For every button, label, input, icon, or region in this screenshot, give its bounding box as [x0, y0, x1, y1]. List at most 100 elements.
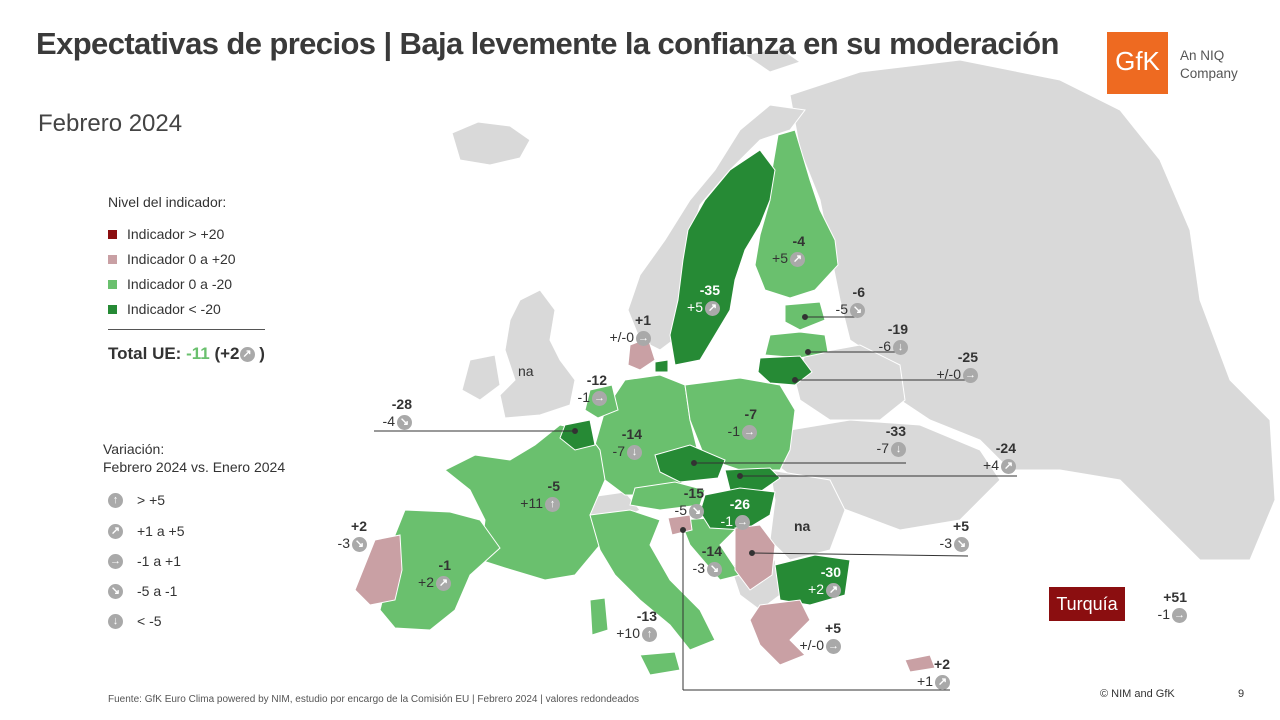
leader-line-slovenia [751, 552, 969, 557]
country-label-poland: -7 -1 → [727, 406, 757, 440]
poland-shape [684, 377, 796, 471]
cyprus-shape [904, 654, 936, 673]
legend-item-below-20: Indicador < -20 [108, 301, 221, 317]
leader-dot-slovenia [749, 550, 755, 556]
svalbard-shape [743, 47, 802, 73]
legend-swatch [108, 304, 117, 314]
source-footer: Fuente: GfK Euro Clima powered by NIM, e… [108, 694, 640, 705]
variation-item-down: ↓ < -5 [108, 613, 162, 629]
iceland-shape [451, 121, 531, 166]
country-label-spain: -1 +2 ↗ [418, 557, 451, 591]
arrow-up-right-icon: ↗ [705, 300, 720, 316]
legend-title: Nivel del indicador: [108, 194, 227, 210]
belgium-shape [559, 419, 596, 451]
arrow-down-right-icon: ↘ [689, 503, 704, 519]
denmark-small-island [654, 359, 669, 373]
arrow-right-icon: → [1172, 607, 1187, 623]
country-label-germany: -14 -7 ↓ [612, 426, 642, 460]
country-label-croatia: -14 -3 ↘ [692, 543, 722, 577]
legend-swatch [108, 229, 117, 239]
arrow-up-right-icon: ↗ [935, 674, 950, 690]
legend-divider [108, 329, 265, 330]
sicily-shape [639, 651, 681, 676]
czechia-shape [654, 444, 726, 483]
copyright: © NIM and GfK [1100, 688, 1175, 700]
arrow-right-icon: → [826, 638, 841, 654]
legend-item-neg-0-20: Indicador 0 a -20 [108, 276, 232, 292]
country-label-estonia: -6 -5 ↘ [835, 284, 865, 318]
country-label-latvia: -19 -6 ↓ [878, 321, 908, 355]
country-label-slovenia: +5 -3 ↘ [939, 518, 969, 552]
romania-serbia-rose-shape [734, 524, 776, 591]
total-eu-value: -11 [186, 344, 210, 363]
legend-swatch [108, 279, 117, 289]
arrow-right-icon: → [963, 367, 978, 383]
arrow-up-right-icon: ↗ [826, 582, 841, 598]
slovakia-shape [724, 467, 781, 493]
turkey-badge: Turquía [1049, 587, 1125, 621]
lithuania-shape [757, 355, 813, 386]
country-label-hungary: -26 -1 → [720, 496, 750, 530]
country-label-italy: -13 +10 ↑ [616, 608, 657, 642]
country-label-lithuania: -25 +/-0 → [936, 349, 978, 383]
legend-swatch [108, 254, 117, 264]
arrow-down-right-icon: ↘ [954, 536, 969, 552]
arrow-up-right-icon: ↗ [1001, 458, 1016, 474]
arrow-down-right-icon: ↘ [352, 536, 367, 552]
arrow-down-icon: ↓ [627, 444, 642, 460]
country-label-cyprus: +2 +1 ↗ [917, 656, 950, 690]
arrow-down-right-icon: ↘ [397, 414, 412, 430]
leader-dot-lithuania [792, 377, 798, 383]
variation-item-down-right: ↘ -5 a -1 [108, 583, 177, 599]
country-label-netherlands: -12 -1 → [577, 372, 607, 406]
legend-item-above-20: Indicador > +20 [108, 226, 224, 242]
country-label-slovakia: -24 +4 ↗ [983, 440, 1016, 474]
ireland-shape [461, 354, 501, 401]
country-label-finland: -4 +5 ↗ [772, 233, 805, 267]
country-label-greece: +5 +/-0 → [799, 620, 841, 654]
arrow-right-icon: → [636, 330, 651, 346]
country-label-turkey: +51 -1 → [1157, 589, 1187, 623]
ua-no-data-label: na [794, 518, 811, 534]
sweden-shape [669, 149, 776, 366]
gfk-logo: GfK [1107, 32, 1168, 94]
leader-dot-slovakia [737, 473, 743, 479]
portugal-shape [354, 534, 403, 606]
arrow-right-icon: → [108, 553, 123, 569]
finland-shape [754, 129, 839, 299]
arrow-down-icon: ↓ [891, 441, 906, 457]
arrow-down-icon: ↓ [108, 613, 123, 629]
country-label-france: -5 +11 ↑ [520, 478, 560, 512]
leader-dot-belgium [572, 428, 578, 434]
legend-item-pos-0-20: Indicador 0 a +20 [108, 251, 236, 267]
arrow-down-icon: ↓ [893, 339, 908, 355]
page-title: Expectativas de precios | Baja levemente… [36, 26, 1059, 61]
arrow-up-right-icon: ↗ [436, 575, 451, 591]
greece-shape [749, 599, 811, 666]
uk-no-data-label: na [518, 363, 534, 379]
sardinia-shape [589, 597, 609, 636]
leader-dot-estonia [802, 314, 808, 320]
arrow-up-icon: ↑ [545, 496, 560, 512]
latvia-shape [764, 331, 829, 359]
total-eu: Total UE: -11 (+2 ↗ ) [108, 344, 265, 363]
country-label-belgium: -28 -4 ↘ [382, 396, 412, 430]
uk-shape [499, 289, 576, 419]
page-subtitle: Febrero 2024 [38, 110, 183, 137]
arrow-down-right-icon: ↘ [108, 583, 123, 599]
arrow-right-icon: → [742, 424, 757, 440]
country-label-sweden: -35 +5 ↗ [687, 282, 720, 316]
leader-dot-latvia [805, 349, 811, 355]
arrow-up-icon: ↑ [642, 626, 657, 642]
variation-item-up: ↑ > +5 [108, 492, 165, 508]
country-label-czechia: -33 -7 ↓ [876, 423, 906, 457]
arrow-up-icon: ↑ [108, 492, 123, 508]
logo-tagline: An NIQ Company [1180, 48, 1238, 81]
arrow-right-icon: → [592, 390, 607, 406]
variation-item-up-right: ↗ +1 a +5 [108, 523, 185, 539]
russia-shape [789, 59, 1276, 561]
country-label-austria: -15 -5 ↘ [674, 485, 704, 519]
page-number: 9 [1238, 688, 1245, 700]
arrow-down-right-icon: ↘ [707, 561, 722, 577]
